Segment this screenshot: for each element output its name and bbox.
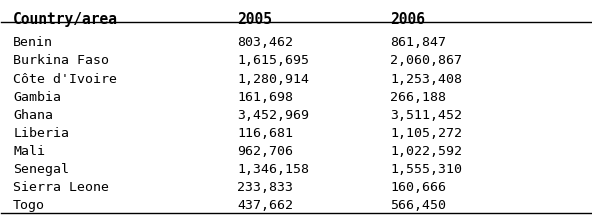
Text: Côte d'Ivoire: Côte d'Ivoire [13,72,117,86]
Text: 160,666: 160,666 [390,181,446,194]
Text: Burkina Faso: Burkina Faso [13,54,109,67]
Text: 1,022,592: 1,022,592 [390,145,462,158]
Text: Liberia: Liberia [13,127,69,140]
Text: 437,662: 437,662 [237,199,293,212]
Text: 266,188: 266,188 [390,91,446,104]
Text: 2,060,867: 2,060,867 [390,54,462,67]
Text: 962,706: 962,706 [237,145,293,158]
Text: 861,847: 861,847 [390,36,446,49]
Text: 116,681: 116,681 [237,127,293,140]
Text: 2006: 2006 [390,12,425,27]
Text: 1,555,310: 1,555,310 [390,163,462,176]
Text: Gambia: Gambia [13,91,61,104]
Text: 161,698: 161,698 [237,91,293,104]
Text: 1,615,695: 1,615,695 [237,54,309,67]
Text: Ghana: Ghana [13,109,53,122]
Text: 3,511,452: 3,511,452 [390,109,462,122]
Text: 233,833: 233,833 [237,181,293,194]
Text: 3,452,969: 3,452,969 [237,109,309,122]
Text: Sierra Leone: Sierra Leone [13,181,109,194]
Text: 566,450: 566,450 [390,199,446,212]
Text: 2005: 2005 [237,12,272,27]
Text: Senegal: Senegal [13,163,69,176]
Text: 1,253,408: 1,253,408 [390,72,462,86]
Text: Mali: Mali [13,145,45,158]
Text: 803,462: 803,462 [237,36,293,49]
Text: 1,346,158: 1,346,158 [237,163,309,176]
Text: Country/area: Country/area [13,12,118,27]
Text: Togo: Togo [13,199,45,212]
Text: Benin: Benin [13,36,53,49]
Text: 1,280,914: 1,280,914 [237,72,309,86]
Text: 1,105,272: 1,105,272 [390,127,462,140]
